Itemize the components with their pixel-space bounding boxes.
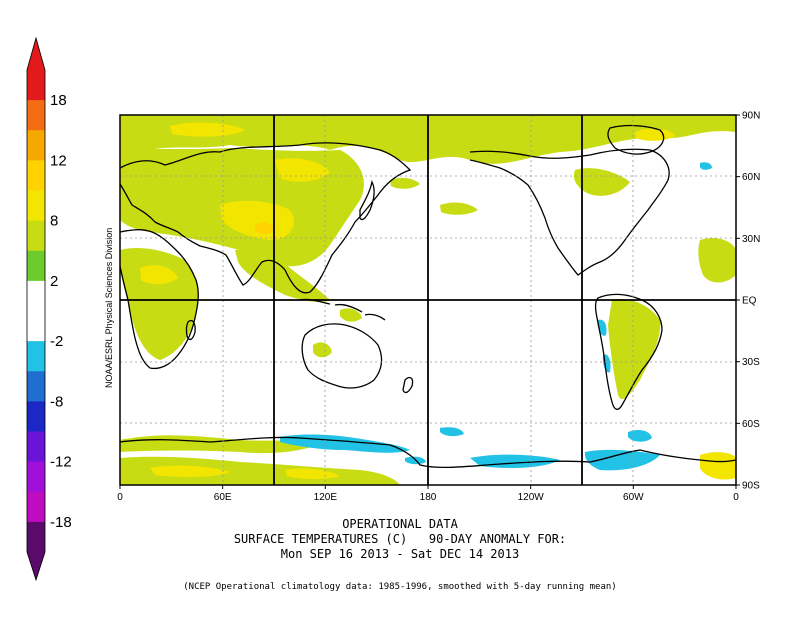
antarctica-east-yellow [700, 452, 736, 480]
colorbar-label: -2 [50, 333, 63, 350]
colorbar-segment [27, 491, 45, 523]
lon-label: 180 [420, 492, 437, 503]
colorbar-label: -12 [50, 454, 72, 471]
colorbar-label: 8 [50, 213, 58, 230]
colorbar-labels: 18 12 8 2 -2 -8 -12 -18 [50, 92, 72, 531]
colorbar-segment [27, 371, 45, 402]
maritime-patch [340, 308, 362, 322]
colorbar-segment [27, 190, 45, 222]
colorbar-segment [27, 431, 45, 463]
antarctica-green-region [120, 456, 400, 485]
colorbar-segment [27, 521, 45, 553]
side-credit-label: NOAA/ESRL Physical Sciences Division [104, 228, 114, 388]
north-america-coast [469, 148, 670, 276]
colorbar-label: 12 [50, 152, 67, 169]
antarctica-yellow-patch [150, 465, 230, 477]
colorbar-segment [27, 311, 45, 342]
colorbar-segment [27, 461, 45, 493]
caption-line-3: Mon SEP 16 2013 - Sat DEC 14 2013 [280, 547, 520, 561]
lat-label: EQ [742, 296, 757, 307]
colorbar-label: -8 [50, 393, 63, 410]
central-asia-yellow-patch [220, 200, 294, 240]
amundsen-blue-patch [440, 427, 464, 437]
lon-label: 0 [733, 492, 739, 503]
lat-label: 30N [742, 234, 760, 245]
new-zealand-coast [402, 376, 414, 394]
weddell-blue-region [584, 449, 660, 471]
caption-note: (NCEP Operational climatology data: 1985… [183, 582, 617, 592]
caption-line-1: OPERATIONAL DATA [342, 517, 458, 531]
coastlines [120, 124, 736, 469]
colorbar-segment [27, 130, 45, 161]
lon-label: 60E [214, 492, 232, 503]
caption-line-2: SURFACE TEMPERATURES (C) 90-DAY ANOMALY … [233, 532, 567, 546]
north-america-patch [573, 168, 630, 196]
south-asia-anomaly-region [235, 249, 330, 303]
colorbar-label: 2 [50, 273, 58, 290]
north-pacific-patch [440, 202, 478, 215]
colorbar-arrow-top [27, 38, 45, 70]
colorbar-outline [26, 36, 46, 582]
colorbar-segment [27, 100, 45, 131]
lat-label: 60S [742, 419, 760, 430]
lat-label: 90N [742, 111, 760, 122]
alaska-blue-patch [700, 162, 712, 170]
latitude-axis: 90N 60N 30N EQ 30S 60S 90S [736, 111, 760, 492]
greenland-yellow-patch [635, 128, 675, 141]
africa-anomaly-region [120, 248, 198, 360]
colorbar-segment [27, 280, 45, 312]
colorbar-segment [27, 70, 45, 101]
lat-label: 60N [742, 172, 760, 183]
north-atlantic-patch [698, 238, 736, 283]
australia-anomaly-patch [313, 342, 332, 358]
lon-label: 120W [518, 492, 545, 503]
south-atlantic-patch [640, 314, 662, 328]
colorbar-arrow-bottom [27, 552, 45, 580]
colorbar-segment [27, 160, 45, 191]
colorbar-segment [27, 341, 45, 372]
map-panel [120, 115, 736, 485]
lon-label: 120E [314, 492, 338, 503]
mongolia-yellow-patch [255, 222, 274, 235]
greenland-coast [607, 124, 665, 155]
south-america-coast [594, 293, 663, 410]
australia-coast [301, 323, 383, 389]
antarctica-yellow-patch-2 [285, 468, 340, 479]
sahara-yellow-patch [140, 265, 178, 285]
colorbar-segment [27, 401, 45, 432]
lon-label: 0 [117, 492, 123, 503]
solid-graticule [120, 115, 736, 485]
arctic-yellow-patch [170, 122, 245, 137]
antarctica-coast [120, 436, 736, 469]
madagascar-coast [185, 319, 196, 341]
eurasia-coast [120, 142, 412, 294]
lon-label: 60W [623, 492, 644, 503]
colorbar-label: -18 [50, 514, 72, 531]
lat-label: 30S [742, 357, 760, 368]
north-pacific-patch-2 [390, 177, 420, 189]
japan-coast [359, 180, 375, 221]
colorbar-label: 18 [50, 92, 67, 109]
drake-blue-patch [628, 430, 652, 442]
colorbar [26, 36, 46, 582]
colorbar-segment [27, 250, 45, 282]
longitude-axis: 0 60E 120E 180 120W 60W 0 [117, 485, 739, 503]
lat-label: 90S [742, 481, 760, 492]
colorbar-segment [27, 220, 45, 252]
